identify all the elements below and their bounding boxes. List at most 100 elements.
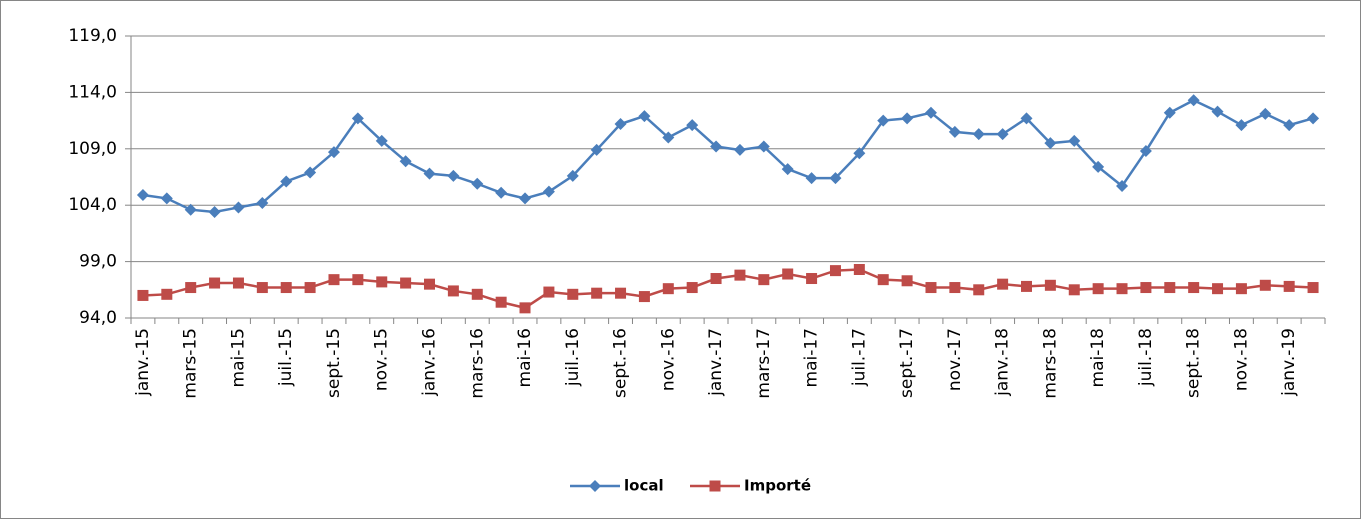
marker	[495, 296, 507, 308]
x-tick-label: sept.-15	[324, 328, 344, 398]
marker	[1235, 283, 1247, 295]
x-tick-label: mai-18	[1088, 328, 1108, 387]
marker	[901, 275, 913, 287]
marker	[1188, 282, 1200, 294]
marker	[925, 282, 937, 294]
marker	[447, 285, 459, 297]
marker	[877, 274, 889, 286]
marker	[1235, 119, 1248, 132]
marker	[543, 286, 555, 298]
series-line	[142, 98, 1314, 214]
marker	[614, 117, 627, 130]
x-tick-label: sept.-16	[611, 328, 631, 398]
marker	[901, 112, 914, 125]
marker	[733, 143, 746, 156]
marker	[447, 169, 460, 182]
marker	[1116, 283, 1128, 295]
marker	[232, 277, 244, 289]
y-tick-label: 104,0	[68, 195, 117, 215]
marker	[1307, 282, 1319, 294]
marker	[327, 146, 340, 159]
marker	[256, 196, 269, 209]
marker	[1044, 137, 1057, 150]
marker	[1259, 279, 1271, 291]
marker	[1259, 107, 1272, 120]
marker	[782, 268, 794, 280]
marker	[351, 112, 364, 125]
marker	[566, 169, 579, 182]
x-tick-label: janv.-17	[706, 328, 726, 397]
y-tick-label: 114,0	[68, 82, 117, 102]
marker	[805, 172, 818, 185]
marker	[161, 288, 173, 300]
marker	[638, 291, 650, 303]
marker	[853, 147, 866, 160]
y-tick-label: 99,0	[79, 252, 117, 272]
marker	[1163, 106, 1176, 119]
marker	[280, 175, 293, 188]
marker	[256, 282, 268, 294]
y-tick-label: 109,0	[68, 139, 117, 159]
x-tick-label: nov.-16	[658, 328, 678, 391]
marker	[710, 273, 722, 285]
marker	[758, 274, 770, 286]
marker	[686, 119, 699, 132]
marker	[137, 289, 149, 301]
marker	[781, 163, 794, 176]
marker	[209, 277, 221, 289]
marker	[519, 192, 532, 205]
marker	[662, 131, 675, 144]
marker	[1164, 282, 1176, 294]
marker	[542, 185, 555, 198]
marker	[1307, 112, 1320, 125]
marker	[853, 263, 865, 275]
marker	[184, 203, 197, 216]
x-tick-label: juil.-17	[849, 328, 869, 387]
marker	[615, 287, 627, 299]
marker	[471, 288, 483, 300]
marker	[709, 480, 721, 492]
marker	[160, 192, 173, 205]
marker	[304, 166, 317, 179]
marker	[519, 302, 531, 314]
x-tick-label: nov.-18	[1231, 328, 1251, 391]
marker	[471, 177, 484, 190]
x-tick-label: mars-15	[181, 328, 201, 399]
marker	[996, 128, 1009, 141]
marker	[1068, 134, 1081, 147]
marker	[399, 155, 412, 168]
marker	[352, 274, 364, 286]
marker	[376, 276, 388, 288]
x-tick-label: mars-17	[754, 328, 774, 399]
marker	[686, 282, 698, 294]
x-tick-label: mars-16	[467, 328, 487, 399]
marker	[1187, 94, 1200, 107]
legend-label: Importé	[744, 477, 811, 495]
marker	[1116, 180, 1129, 193]
marker	[1021, 280, 1032, 292]
y-tick-label: 119,0	[68, 26, 117, 46]
marker	[591, 287, 603, 299]
marker	[829, 265, 841, 277]
x-tick-label: janv.-19	[1279, 328, 1299, 397]
marker	[1020, 112, 1033, 125]
marker	[757, 140, 770, 153]
marker	[495, 186, 508, 199]
marker	[185, 282, 197, 294]
marker	[1044, 279, 1056, 291]
legend-label: local	[624, 477, 664, 495]
x-tick-label: janv.-18	[993, 328, 1013, 397]
y-tick-label: 94,0	[79, 308, 117, 328]
marker	[997, 278, 1009, 290]
marker	[1068, 284, 1080, 296]
x-tick-label: janv.-15	[133, 328, 153, 397]
x-tick-label: mai-16	[515, 328, 535, 387]
marker	[1211, 105, 1224, 118]
marker	[424, 278, 435, 290]
marker	[1283, 280, 1295, 292]
marker	[423, 167, 436, 180]
marker	[1092, 283, 1104, 295]
x-tick-label: mai-15	[228, 328, 248, 387]
